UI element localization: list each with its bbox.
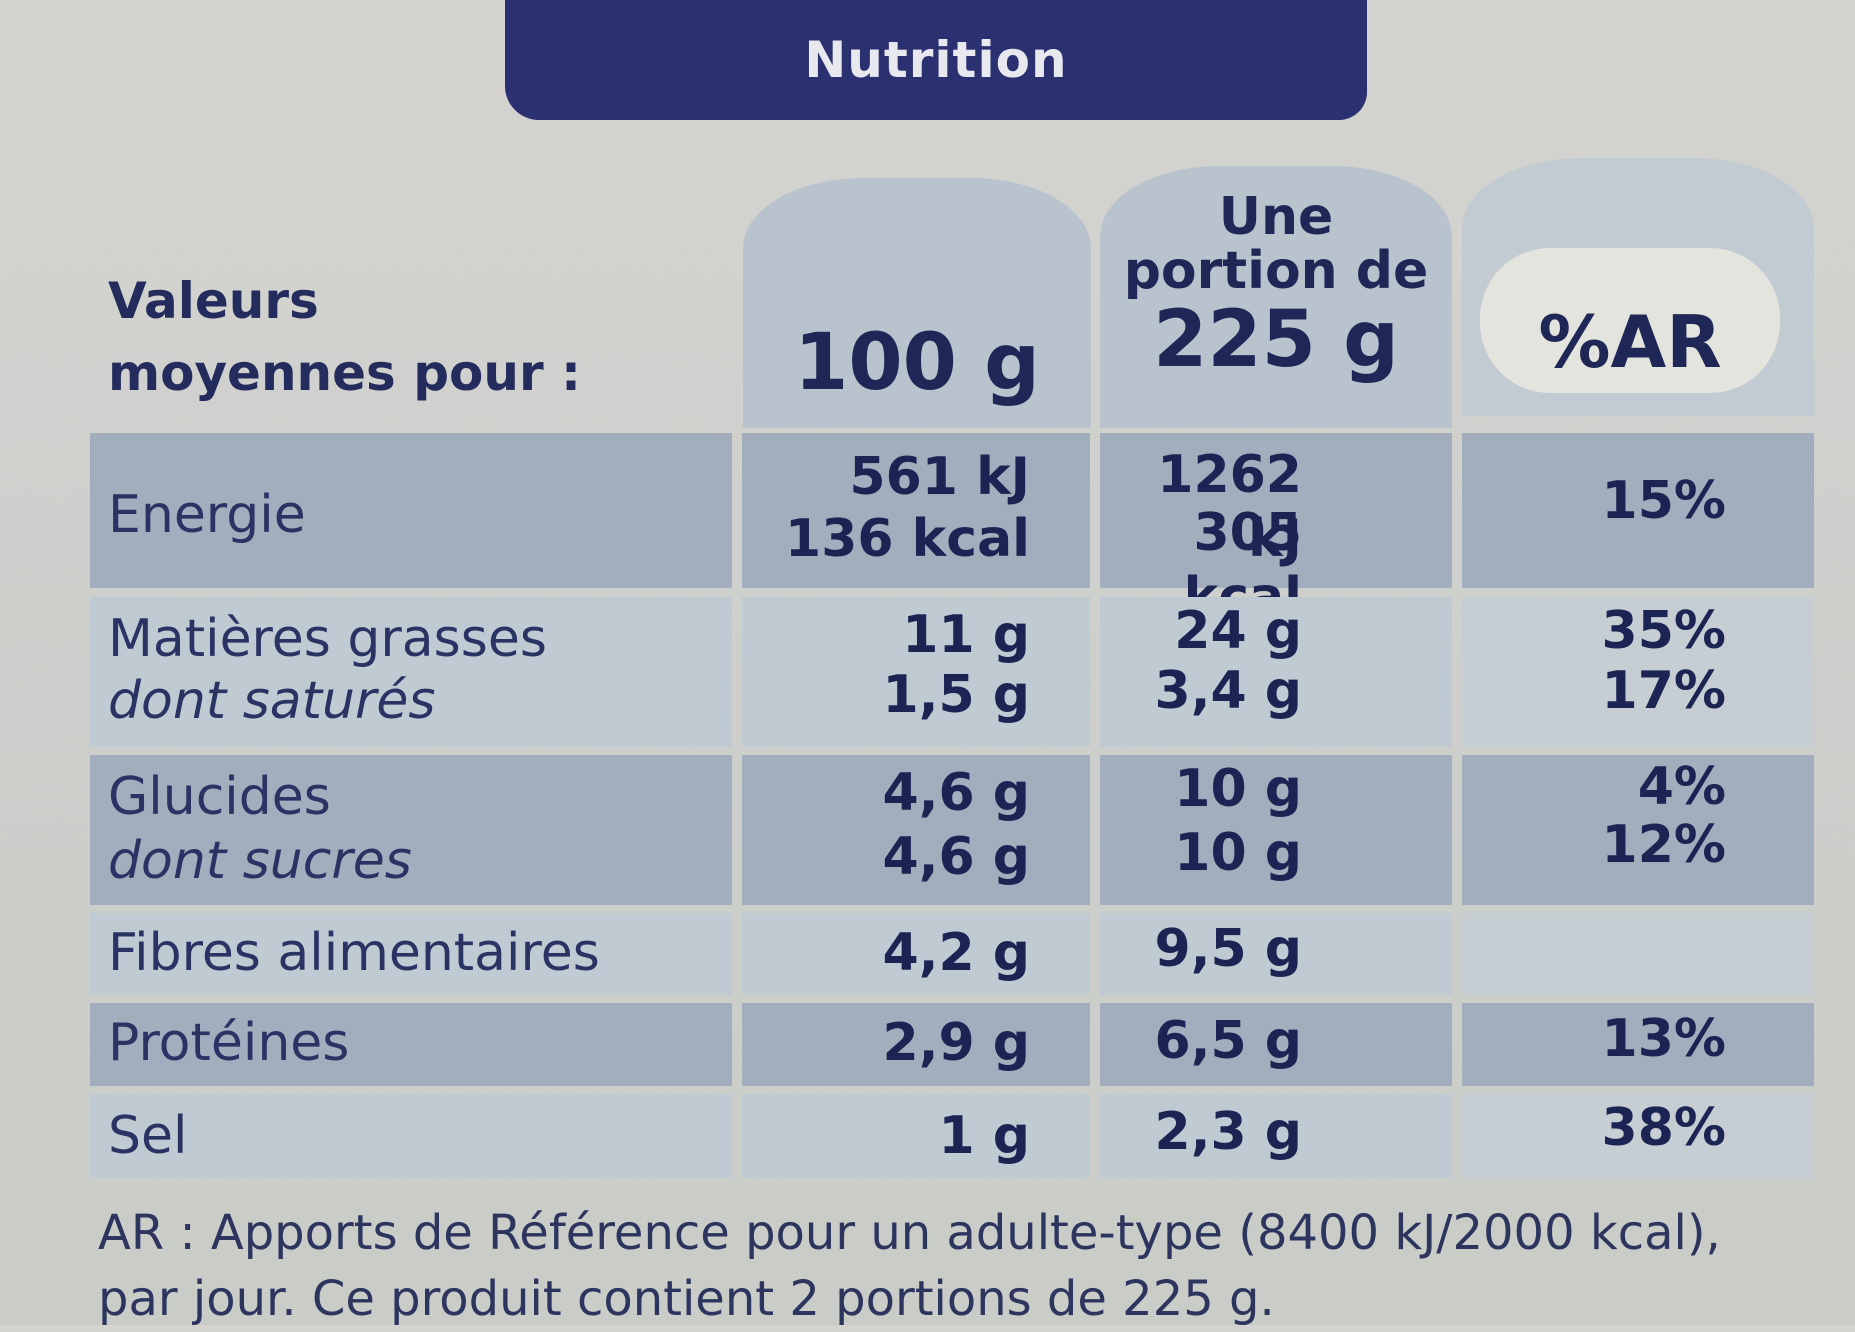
value-portion-sub: 3,4 g	[1154, 661, 1302, 721]
value-ar-sub: 12%	[1601, 815, 1726, 875]
value-100g: 4,6 g	[882, 763, 1030, 823]
header-ar: %AR	[1538, 300, 1722, 384]
value-100g: 11 g	[902, 605, 1030, 665]
header-label-line1: Valeurs	[108, 272, 319, 330]
row-label: Protéines	[108, 1013, 350, 1073]
header-portion-line2: portion de	[1123, 241, 1429, 301]
value-portion: 10 g	[1174, 759, 1302, 819]
value-portion: 1262 kJ	[1157, 445, 1302, 569]
header-portion: Une portion de 225 g	[1100, 190, 1452, 382]
value-100g: 2,9 g	[882, 1013, 1030, 1073]
row-sublabel: dont sucres	[108, 829, 412, 893]
row-label: Glucides	[108, 767, 331, 827]
value-100g-sub: 4,6 g	[882, 827, 1030, 887]
value-ar: 13%	[1601, 1009, 1726, 1069]
value-100g: 4,2 g	[882, 923, 1030, 983]
row-label: Matières grasses	[108, 609, 547, 669]
column-tab-100g	[743, 178, 1091, 428]
value-100g: 1 g	[938, 1106, 1030, 1166]
value-portion: 24 g	[1174, 601, 1302, 661]
row-energie: Energie 561 kJ 136 kcal 1262 kJ 305 kcal…	[90, 433, 1814, 627]
value-portion: 6,5 g	[1154, 1011, 1302, 1071]
value-portion: 9,5 g	[1154, 919, 1302, 979]
value-ar: 4%	[1637, 757, 1726, 817]
header-label: Valeurs moyennes pour :	[108, 265, 581, 409]
column-tab-portion	[1100, 166, 1452, 428]
value-portion-sub: 10 g	[1174, 823, 1302, 883]
header-portion-line3: 225 g	[1153, 295, 1399, 385]
value-100g-kcal: 136 kcal	[785, 509, 1030, 569]
row-label: Fibres alimentaires	[108, 923, 600, 983]
row-fibres: Fibres alimentaires 4,2 g 9,5 g	[90, 913, 1814, 995]
footer-line1: AR : Apports de Référence pour un adulte…	[98, 1205, 1721, 1261]
row-matieres-grasses: Matières grasses dont saturés 11 g 1,5 g…	[90, 597, 1814, 747]
value-ar: 15%	[1601, 471, 1726, 531]
footer-line2: par jour. Ce produit contient 2 portions…	[98, 1271, 1275, 1327]
row-sublabel-text: dont sucres	[108, 831, 412, 891]
nutrition-banner: Nutrition	[505, 0, 1367, 120]
row-label: Energie	[108, 485, 306, 545]
value-portion: 2,3 g	[1154, 1102, 1302, 1162]
banner-title: Nutrition	[804, 31, 1068, 89]
header-portion-line1: Une	[1218, 187, 1334, 247]
value-ar-sub: 17%	[1601, 661, 1726, 721]
row-sel: Sel 1 g 2,3 g 38%	[90, 1094, 1814, 1178]
value-100g: 561 kJ	[849, 447, 1030, 507]
ar-bubble	[1480, 248, 1780, 393]
row-sublabel-text: dont saturés	[108, 671, 436, 731]
footer-note: AR : Apports de Référence pour un adulte…	[98, 1200, 1721, 1332]
value-ar: 38%	[1601, 1098, 1726, 1158]
row-proteines: Protéines 2,9 g 6,5 g 13%	[90, 1003, 1814, 1086]
row-sublabel: dont saturés	[108, 669, 435, 733]
header-label-line2: moyennes pour :	[108, 344, 582, 402]
row-label: Sel	[108, 1106, 188, 1166]
value-100g-sub: 1,5 g	[882, 665, 1030, 725]
value-ar: 35%	[1601, 601, 1726, 661]
header-100g: 100 g	[794, 318, 1040, 408]
row-glucides: Glucides dont sucres 4,6 g 4,6 g 10 g 10…	[90, 755, 1814, 905]
